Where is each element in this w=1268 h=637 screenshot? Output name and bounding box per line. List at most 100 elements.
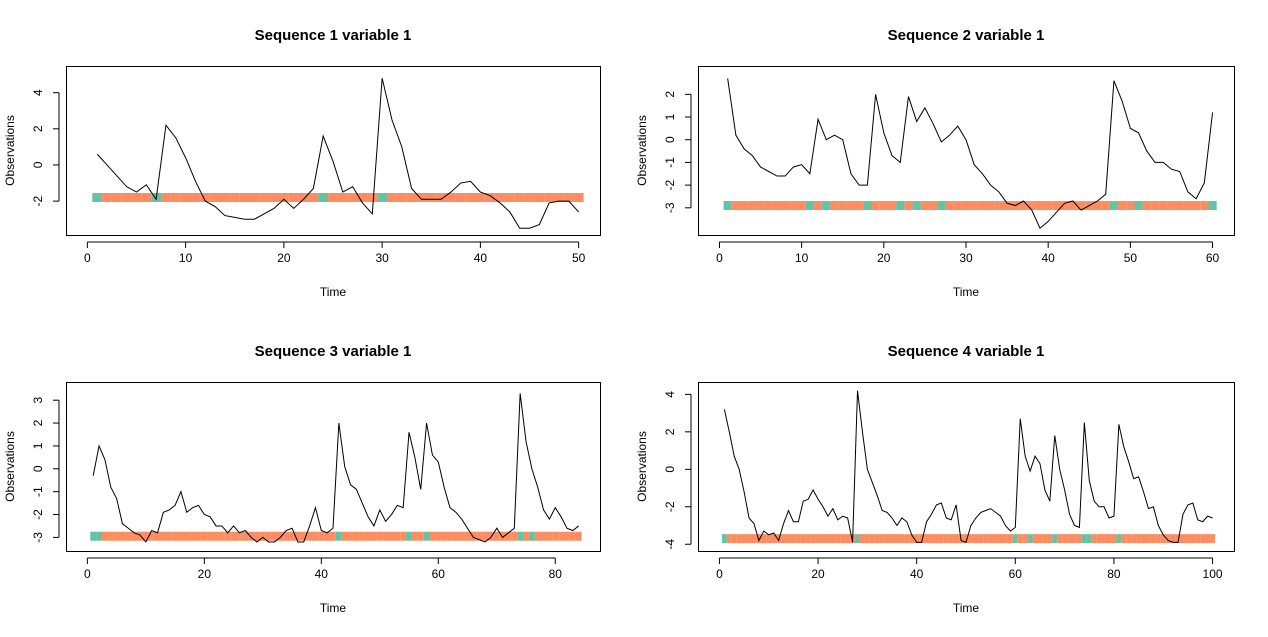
state-segment [1052,534,1058,544]
state-segment [1042,534,1048,544]
state-segment [781,201,790,211]
state-segment [312,531,319,541]
state-segment [189,531,196,541]
plot-area [92,78,584,229]
x-tick-label: 20 [811,567,825,581]
state-segment [388,531,395,541]
state-segment [869,534,875,544]
y-axis: -3 -2 -1 0 1 2 [663,91,692,213]
state-segment [207,531,214,541]
state-segment [764,201,773,211]
state-segment [558,531,565,541]
state-segment [318,193,329,203]
state-segment [948,534,954,544]
state-segment [748,201,757,211]
state-segment [1060,201,1069,211]
plot-area [90,393,582,543]
state-segment [229,193,240,203]
state-segment [1106,534,1112,544]
state-segment [1081,534,1087,544]
state-segment [993,534,999,544]
state-segment [805,201,814,211]
state-segment [855,534,860,544]
state-segment [1101,201,1110,211]
state-segment [894,534,900,544]
x-axis: 0 10 20 30 40 50 60 [716,241,1220,265]
state-segment [1002,534,1008,544]
series-line [723,390,1213,544]
state-segment [306,531,313,541]
x-tick-label: 20 [877,251,891,265]
state-segment [341,531,348,541]
state-segment [968,534,974,544]
x-axis-title: Time [320,285,347,299]
state-segment [102,193,112,203]
state-segment [1007,534,1013,544]
chart-title: Sequence 4 variable 1 [888,343,1045,360]
x-axis: 0 20 40 60 80 100 [716,557,1223,581]
state-segment [800,534,806,544]
state-segment [855,201,864,211]
state-segment [756,201,765,211]
state-segment [1017,534,1023,544]
state-segment [1052,201,1061,211]
y-tick-label: -2 [663,501,677,512]
state-segment [1091,534,1097,544]
state-segment [573,193,584,203]
state-segment [822,201,831,211]
state-segment [805,534,811,544]
state-segment [426,193,437,203]
state-segment [1076,534,1082,544]
state-segment [1155,534,1161,544]
state-segment [239,193,250,203]
state-segment [528,531,535,541]
state-segment [249,193,260,203]
state-segment [220,193,230,203]
state-segment [904,534,910,544]
state-segment [180,193,191,203]
state-segment [845,534,851,544]
x-axis-title: Time [953,285,980,299]
y-axis-title: Observations [635,115,649,186]
x-tick-label: 20 [277,251,291,265]
state-segment [493,531,500,541]
state-segment [1142,201,1151,211]
state-segment [1200,201,1209,211]
y-tick-label: 3 [31,397,45,404]
state-segment [1037,534,1043,544]
state-segment [781,534,787,544]
state-segment [96,531,102,541]
y-tick-label: -2 [663,179,677,190]
state-segment [938,534,944,544]
state-segment [874,534,880,544]
state-segment [1159,201,1168,211]
state-segment [1160,534,1166,544]
chart-title: Sequence 2 variable 1 [888,27,1045,44]
state-segment [429,531,436,541]
state-segment [242,531,249,541]
x-tick-label: 50 [1124,251,1138,265]
state-segment [1062,534,1068,544]
state-segment [846,201,856,211]
state-segment [278,193,289,203]
state-segment [441,531,448,541]
state-segment [324,531,331,541]
state-segment [1126,534,1132,544]
y-tick-label: 1 [663,113,677,120]
state-segment [840,534,846,544]
state-segment [1205,534,1211,544]
state-segment [166,531,173,541]
y-axis: -2 0 2 4 [31,89,60,206]
state-segment [739,201,749,211]
state-segment [1002,201,1012,211]
state-segment [726,534,732,544]
state-segment [795,534,801,544]
state-segment [218,531,225,541]
state-segment [552,531,559,541]
state-segment [563,193,574,203]
state-segment [1047,534,1053,544]
x-tick-label: 40 [474,251,488,265]
state-segment [111,193,122,203]
state-segment [825,534,831,544]
state-segment [544,193,555,203]
